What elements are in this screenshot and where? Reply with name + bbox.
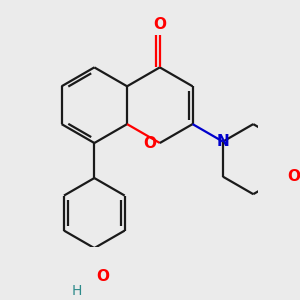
Text: O: O xyxy=(96,269,109,284)
Text: N: N xyxy=(217,134,229,149)
Text: O: O xyxy=(287,169,300,184)
Text: H: H xyxy=(72,284,82,298)
Text: O: O xyxy=(144,136,157,151)
Text: O: O xyxy=(153,16,166,32)
